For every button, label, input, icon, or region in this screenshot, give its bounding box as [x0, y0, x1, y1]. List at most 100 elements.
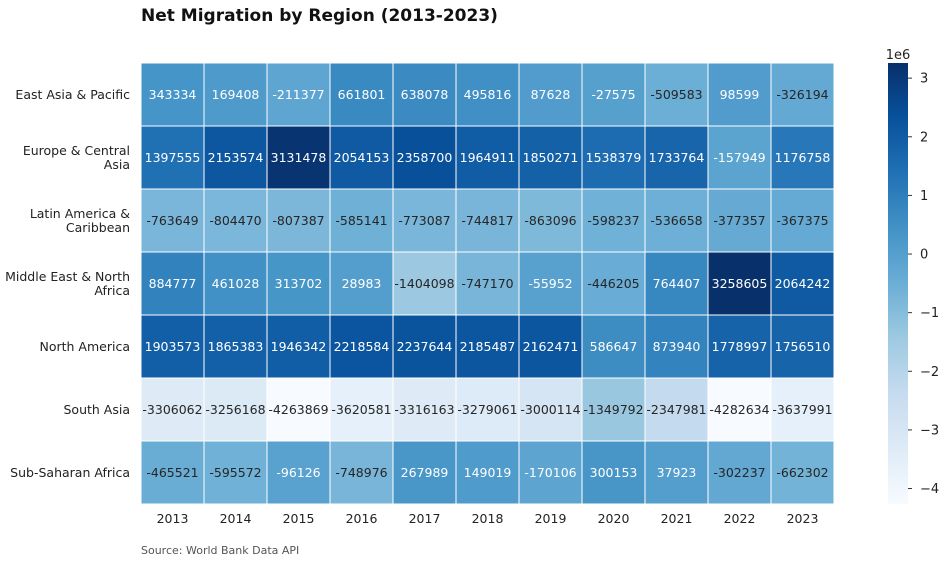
cell-value-label: 638078: [401, 87, 449, 102]
heatmap-cell: [140, 251, 205, 316]
cell-value-label: 2237644: [397, 339, 453, 354]
cell-value-label: -536658: [650, 213, 702, 228]
cell-value-label: 1850271: [523, 150, 579, 165]
cell-value-label: 169408: [212, 87, 260, 102]
cell-value-label: 3258605: [712, 276, 768, 291]
heatmap-cell: [455, 251, 520, 316]
heatmap-cell: [581, 377, 646, 442]
heatmap-cell: [707, 440, 772, 505]
cell-value-label: -598237: [587, 213, 639, 228]
heatmap-cell: [707, 314, 772, 379]
heatmap-cell: [266, 377, 331, 442]
cell-value-label: 884777: [149, 276, 197, 291]
heatmap-cells: 343334 169408 -211377 661801 638078 495816 876…: [140, 62, 835, 505]
cell-value-label: 2054153: [334, 150, 390, 165]
cell-value-label: -763649: [146, 213, 198, 228]
heatmap-cell: [518, 440, 583, 505]
cell-value-label: -367375: [776, 213, 828, 228]
colorbar-tick-label: 2: [920, 130, 928, 145]
cell-value-label: 1778997: [712, 339, 768, 354]
heatmap-cell: [455, 188, 520, 253]
heatmap-cell: [770, 314, 835, 379]
cell-value-label: -27575: [591, 87, 635, 102]
cell-value-label: 3131478: [271, 150, 327, 165]
chart-source: Source: World Bank Data API: [141, 544, 300, 557]
colorbar-tick-label: 1: [920, 189, 928, 204]
cell-value-label: 1176758: [775, 150, 831, 165]
row-label: Latin America & Caribbean: [30, 206, 130, 235]
heatmap-cell: [392, 251, 457, 316]
cell-value-label: 1964911: [460, 150, 516, 165]
row-label: Europe & Central Asia: [23, 143, 130, 172]
heatmap-cell: [581, 314, 646, 379]
heatmap-cell: [203, 440, 268, 505]
cell-value-label: -595572: [209, 465, 261, 480]
cell-value-label: -585141: [335, 213, 387, 228]
row-label: South Asia: [64, 402, 131, 417]
heatmap-cell: [518, 188, 583, 253]
cell-value-label: -377357: [713, 213, 765, 228]
cell-value-label: 1733764: [649, 150, 705, 165]
heatmap-cell: [203, 125, 268, 190]
heatmap-cell: [770, 62, 835, 127]
heatmap-cell: [581, 125, 646, 190]
heatmap-cell: [140, 377, 205, 442]
heatmap-cell: [581, 251, 646, 316]
cell-value-label: -807387: [272, 213, 324, 228]
cell-value-label: -55952: [528, 276, 572, 291]
heatmap-cell: [770, 251, 835, 316]
cell-value-label: 313702: [275, 276, 323, 291]
cell-value-label: 1756510: [775, 339, 831, 354]
cell-value-label: -748976: [335, 465, 387, 480]
heatmap-cell: [329, 440, 394, 505]
cell-value-label: 1865383: [208, 339, 264, 354]
colorbar-tick-label: 3: [920, 72, 928, 87]
column-labels: 2013 2014 2015 2016 2017 2018 2019 2020 2021 2022…: [157, 511, 819, 526]
cell-value-label: -863096: [524, 213, 576, 228]
cell-value-label: 87628: [531, 87, 571, 102]
colorbar-tick-label: −1: [920, 306, 939, 321]
heatmap-cell: [392, 440, 457, 505]
column-label: 2022: [724, 511, 756, 526]
cell-value-label: -2347981: [646, 402, 706, 417]
heatmap-cell: [392, 188, 457, 253]
heatmap-cell: [770, 188, 835, 253]
column-label: 2015: [283, 511, 315, 526]
cell-value-label: -3306062: [142, 402, 202, 417]
cell-value-label: 2358700: [397, 150, 453, 165]
heatmap-cell: [140, 125, 205, 190]
colorbar-tick-label: −2: [920, 365, 939, 380]
cell-value-label: 495816: [464, 87, 512, 102]
column-label: 2018: [472, 511, 504, 526]
cell-value-label: -3637991: [772, 402, 832, 417]
heatmap-cell: [329, 377, 394, 442]
heatmap-cell: [455, 62, 520, 127]
column-label: 2019: [535, 511, 567, 526]
cell-value-label: 28983: [342, 276, 382, 291]
heatmap-cell: [707, 377, 772, 442]
heatmap-cell: [581, 440, 646, 505]
heatmap-cell: [644, 62, 709, 127]
heatmap-cell: [581, 62, 646, 127]
cell-value-label: -446205: [587, 276, 639, 291]
row-label: North America: [40, 339, 131, 354]
heatmap-cell: [770, 440, 835, 505]
cell-value-label: 267989: [401, 465, 449, 480]
heatmap-cell: [518, 314, 583, 379]
cell-value-label: 2064242: [775, 276, 831, 291]
heatmap-cell: [644, 251, 709, 316]
colorbar-gradient: [888, 63, 908, 504]
cell-value-label: 2162471: [523, 339, 579, 354]
cell-value-label: 300153: [590, 465, 638, 480]
cell-value-label: 1946342: [271, 339, 327, 354]
cell-value-label: -662302: [776, 465, 828, 480]
column-label: 2020: [598, 511, 630, 526]
colorbar: 3 2 1 0 −1 −2 −3 −4 1e6: [886, 48, 939, 504]
cell-value-label: -170106: [524, 465, 576, 480]
cell-value-label: -747170: [461, 276, 513, 291]
column-label: 2023: [787, 511, 819, 526]
heatmap-cell: [392, 62, 457, 127]
heatmap-cell: [644, 377, 709, 442]
heatmap-cell: [329, 251, 394, 316]
